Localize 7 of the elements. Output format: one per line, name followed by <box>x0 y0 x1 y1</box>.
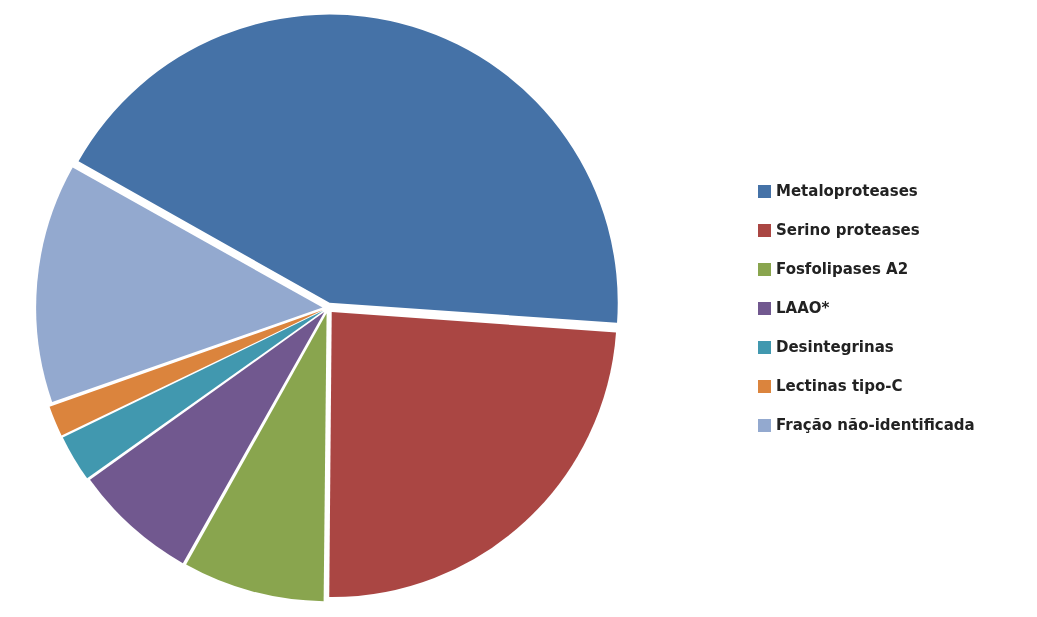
legend-label: Metaloproteases <box>776 182 918 200</box>
legend-label: Lectinas tipo-C <box>776 377 903 395</box>
legend-label: Serino proteases <box>776 221 920 239</box>
legend-label: LAAO* <box>776 299 830 317</box>
legend-label: Fração não-identificada <box>776 416 975 434</box>
legend-label: Fosfolipases A2 <box>776 260 909 278</box>
legend-label: Desintegrinas <box>776 338 894 356</box>
